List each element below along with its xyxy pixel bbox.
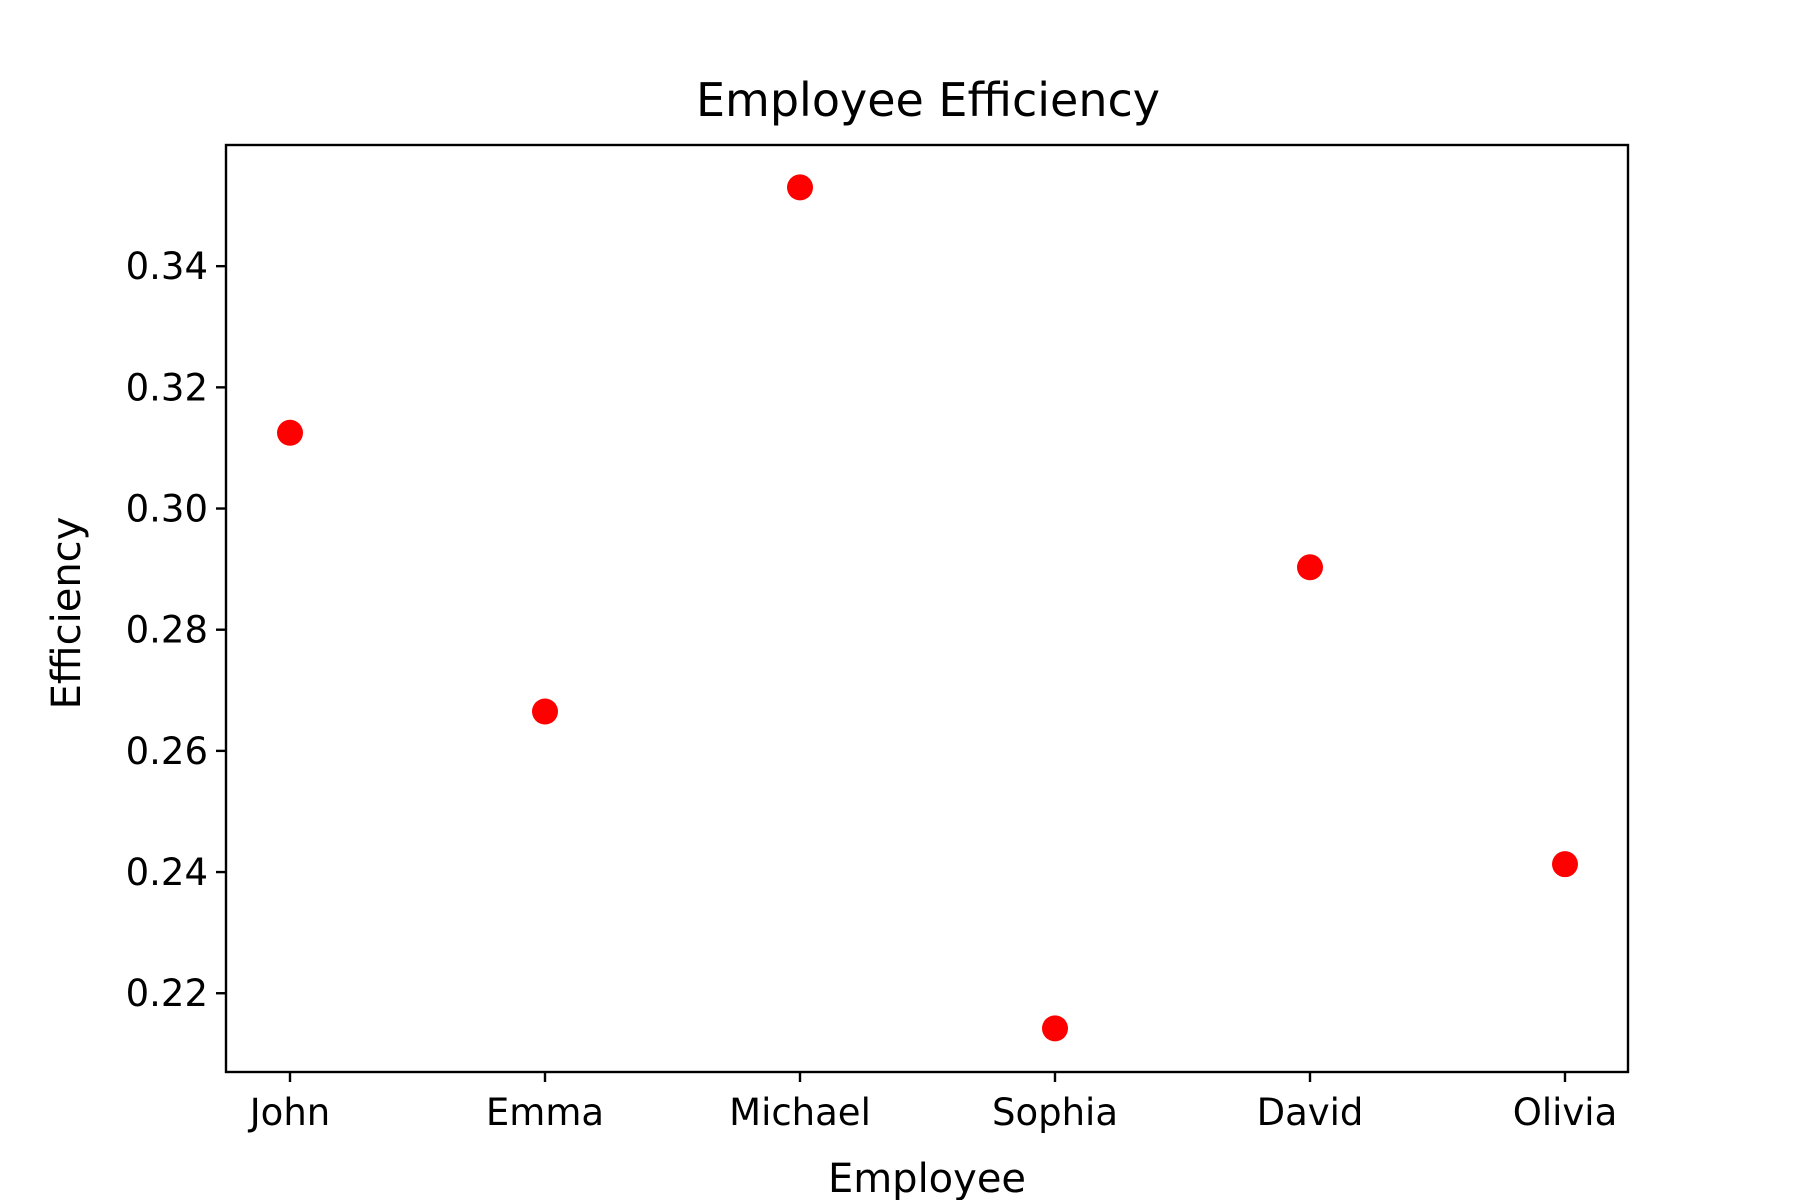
plot-area-frame bbox=[224, 143, 1630, 1074]
x-tick-label: Sophia bbox=[992, 1091, 1118, 1134]
chart-title: Employee Efficiency bbox=[696, 73, 1160, 127]
data-point-michael bbox=[787, 174, 813, 201]
data-point-emma bbox=[532, 698, 558, 725]
y-tick-label: 0.24 bbox=[126, 851, 208, 894]
data-point-david bbox=[1297, 554, 1323, 581]
x-tick-label: Michael bbox=[729, 1091, 871, 1134]
x-axis-ticks: John Emma Michael Sophia David Olivia bbox=[248, 1072, 1618, 1134]
data-point-olivia bbox=[1552, 851, 1578, 878]
data-point-john bbox=[277, 419, 303, 446]
x-tick-label: David bbox=[1257, 1091, 1364, 1134]
y-tick-label: 0.32 bbox=[126, 366, 208, 409]
y-axis-ticks: 0.22 0.24 0.26 0.28 0.30 0.32 0.34 bbox=[126, 245, 226, 1015]
x-tick-label: Olivia bbox=[1513, 1091, 1618, 1134]
y-tick-label: 0.22 bbox=[126, 972, 208, 1015]
x-tick-label: Emma bbox=[486, 1091, 604, 1134]
data-points bbox=[277, 174, 1578, 1042]
y-tick-label: 0.28 bbox=[126, 609, 208, 652]
y-axis-label: Efficiency bbox=[44, 517, 90, 710]
y-tick-label: 0.30 bbox=[126, 488, 208, 531]
x-tick-label: John bbox=[248, 1091, 330, 1134]
y-tick-label: 0.34 bbox=[126, 245, 208, 288]
data-point-sophia bbox=[1042, 1015, 1068, 1042]
x-axis-label: Employee bbox=[828, 1156, 1026, 1200]
y-tick-label: 0.26 bbox=[126, 730, 208, 773]
